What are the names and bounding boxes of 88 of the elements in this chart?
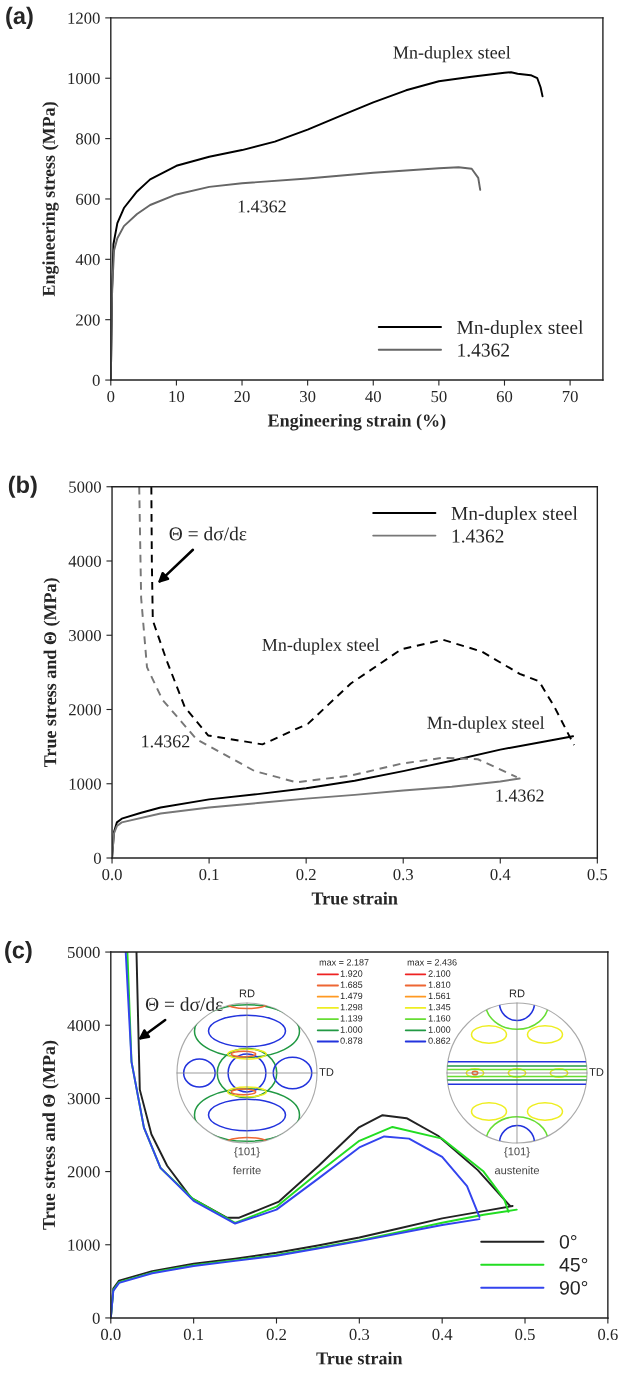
annotation: {101} bbox=[504, 1147, 530, 1158]
y-axis-title: Engineering stress (MPa) bbox=[42, 102, 59, 297]
x-tick-label: 30 bbox=[300, 390, 316, 403]
x-tick-label: 20 bbox=[234, 390, 250, 403]
y-tick-label: 1200 bbox=[68, 12, 100, 24]
annotation: 2.100 bbox=[428, 970, 451, 977]
x-tick-label: 50 bbox=[431, 390, 447, 403]
x-tick-label: 0.5 bbox=[587, 868, 608, 881]
y-tick-label: 0 bbox=[92, 1312, 100, 1324]
annotation: 1.479 bbox=[340, 992, 363, 1000]
legend-label: 1.4362 bbox=[458, 343, 509, 357]
annotation: Mn-duplex steel bbox=[393, 45, 511, 63]
y-tick-label: 5000 bbox=[69, 481, 101, 493]
annotation: Θ = dσ/dε bbox=[169, 526, 247, 541]
annotation: RD bbox=[239, 989, 255, 998]
annotation: 1.810 bbox=[428, 981, 451, 988]
x-tick-label: 0.0 bbox=[102, 868, 122, 881]
annotation: Mn-duplex steel bbox=[427, 716, 545, 733]
annotation: 1.4362 bbox=[238, 200, 286, 213]
annotation: ferrite bbox=[232, 1166, 261, 1175]
x-tick-label: 0.3 bbox=[393, 868, 413, 881]
annotation: max = 2.436 bbox=[407, 959, 457, 966]
y-tick-label: 2000 bbox=[67, 1166, 100, 1178]
x-tick-label: 0.3 bbox=[349, 1328, 370, 1341]
y-tick-label: 1000 bbox=[68, 1239, 100, 1251]
annotation: RD bbox=[509, 989, 525, 998]
chart-title: (a) bbox=[6, 6, 33, 29]
x-axis-title: Engineering strain (%) bbox=[267, 413, 446, 431]
y-tick-label: 3000 bbox=[69, 629, 101, 642]
x-tick-label: 10 bbox=[169, 390, 185, 403]
y-tick-label: 400 bbox=[75, 254, 100, 266]
annotation: 0.878 bbox=[340, 1037, 363, 1044]
x-tick-label: 40 bbox=[365, 390, 381, 403]
annotation: 1.920 bbox=[340, 970, 363, 977]
annotation: 0.862 bbox=[428, 1037, 451, 1044]
annotation: 1.561 bbox=[428, 992, 451, 1000]
x-tick-label: 0.5 bbox=[515, 1328, 535, 1341]
annotation: 1.685 bbox=[340, 981, 363, 988]
annotation: Mn-duplex steel bbox=[262, 638, 380, 655]
y-tick-label: 0 bbox=[92, 374, 100, 386]
y-tick-label: 3000 bbox=[67, 1093, 100, 1105]
annotation: austenite bbox=[494, 1166, 540, 1175]
legend-label: 90° bbox=[559, 1280, 588, 1295]
annotation: 1.298 bbox=[340, 1003, 363, 1011]
annotation: TD bbox=[319, 1068, 334, 1076]
y-tick-label: 1000 bbox=[68, 72, 100, 85]
annotation: 1.000 bbox=[428, 1026, 451, 1033]
x-axis-title: True strain bbox=[311, 891, 398, 905]
y-tick-label: 4000 bbox=[68, 555, 101, 567]
annotation: {101} bbox=[234, 1147, 260, 1158]
y-tick-label: 2000 bbox=[69, 704, 101, 716]
y-tick-label: 200 bbox=[76, 314, 100, 326]
y-tick-label: 1000 bbox=[69, 778, 101, 790]
legend-label: Mn-duplex steel bbox=[457, 320, 584, 338]
x-tick-label: 0.6 bbox=[598, 1328, 618, 1341]
x-tick-label: 0 bbox=[107, 390, 115, 403]
x-tick-label: 0.1 bbox=[199, 868, 219, 881]
x-tick-label: 60 bbox=[496, 390, 513, 403]
annotation: 1.139 bbox=[340, 1015, 363, 1022]
x-tick-label: 0.1 bbox=[183, 1328, 204, 1341]
x-tick-label: 0.4 bbox=[490, 868, 511, 881]
annotation: 1.000 bbox=[340, 1026, 363, 1033]
annotation: 1.4362 bbox=[496, 789, 544, 802]
x-tick-label: 0.0 bbox=[101, 1328, 121, 1341]
annotation: 1.160 bbox=[428, 1015, 451, 1022]
annotation: max = 2.187 bbox=[319, 959, 369, 966]
annotation: 1.4362 bbox=[142, 735, 190, 748]
y-tick-label: 4000 bbox=[67, 1019, 100, 1032]
legend-label: 1.4362 bbox=[452, 529, 504, 543]
x-tick-label: 0.2 bbox=[266, 1328, 286, 1341]
legend-label: Mn-duplex steel bbox=[451, 506, 578, 524]
y-tick-label: 0 bbox=[93, 852, 101, 864]
legend-label: 45° bbox=[559, 1257, 588, 1272]
chart-title: (c) bbox=[5, 941, 32, 964]
y-axis-title: True stress and Θ (MPa) bbox=[42, 1040, 59, 1230]
y-axis-title: True stress and Θ (MPa) bbox=[43, 578, 60, 768]
annotation: Θ = dσ/dε bbox=[145, 997, 223, 1011]
annotation: 1.345 bbox=[428, 1003, 451, 1011]
y-tick-label: 600 bbox=[76, 193, 100, 205]
chart-title: (b) bbox=[8, 475, 37, 498]
y-tick-label: 5000 bbox=[68, 946, 100, 958]
x-tick-label: 0.2 bbox=[296, 868, 316, 881]
x-axis-title: True strain bbox=[316, 1351, 403, 1365]
legend-label: 0° bbox=[559, 1234, 577, 1249]
y-tick-label: 800 bbox=[76, 133, 100, 145]
x-tick-label: 70 bbox=[562, 390, 578, 403]
annotation: TD bbox=[589, 1068, 604, 1076]
x-tick-label: 0.4 bbox=[432, 1328, 453, 1341]
